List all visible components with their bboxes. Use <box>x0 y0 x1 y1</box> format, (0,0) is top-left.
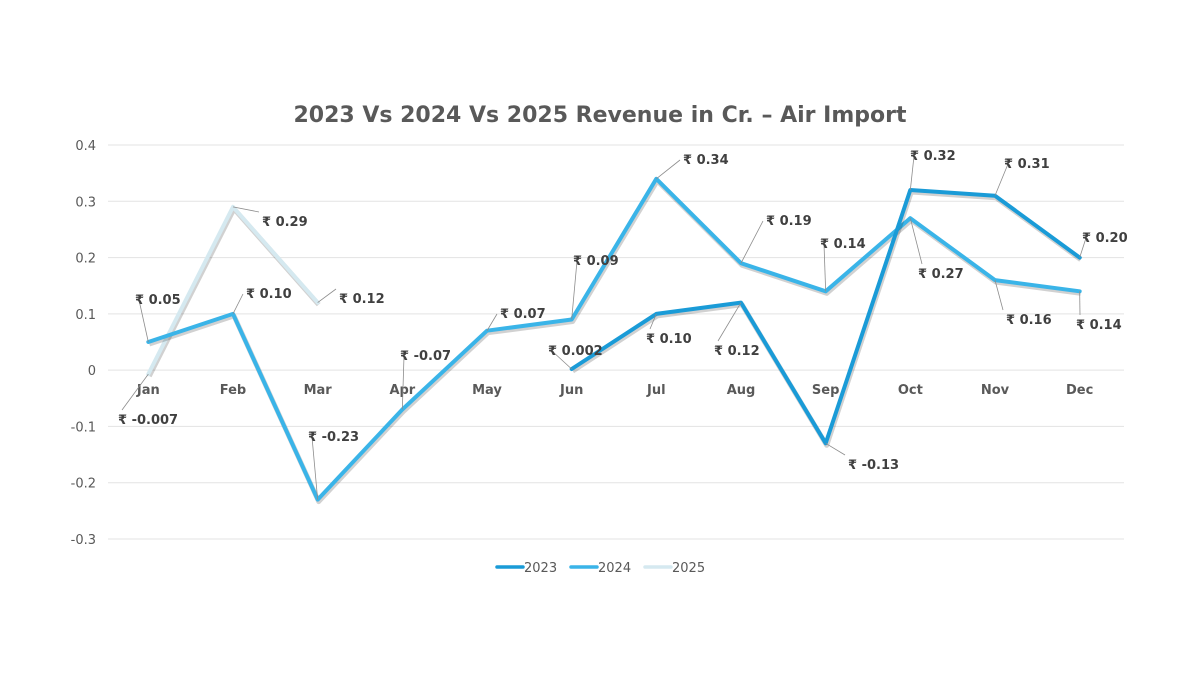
x-tick-label: Nov <box>981 383 1010 398</box>
chart-title: 2023 Vs 2024 Vs 2025 Revenue in Cr. – Ai… <box>293 103 907 128</box>
leader-line <box>486 313 498 331</box>
x-tick-label: Aug <box>727 383 756 398</box>
data-label-2023: ₹ 0.10 <box>646 332 692 347</box>
legend-label: 2025 <box>672 561 705 576</box>
leader-line <box>994 163 1009 196</box>
data-label-2023: ₹ 0.002 <box>548 344 603 359</box>
data-label-2023: ₹ 0.20 <box>1082 231 1128 246</box>
data-label-2024: ₹ 0.07 <box>500 307 546 322</box>
leader-line <box>121 373 149 411</box>
leader-line <box>823 243 827 292</box>
legend-item-2025[interactable]: 2025 <box>643 561 705 576</box>
data-label-2023: ₹ 0.32 <box>910 149 956 164</box>
data-label-2024: ₹ 0.14 <box>820 237 866 252</box>
series-line-2025 <box>146 204 320 377</box>
leader-line <box>311 436 319 500</box>
x-tick-label: Mar <box>304 383 333 398</box>
x-tick-label: May <box>472 383 502 398</box>
legend: 2023 2024 2025 <box>495 561 705 576</box>
data-labels: ₹ 0.002 ₹ 0.10 ₹ 0.12 ₹ -0.13 ₹ 0.32 ₹ 0.31 ₹ … <box>118 149 1128 473</box>
y-tick-label: 0.4 <box>75 139 96 154</box>
series-line-2023 <box>569 188 1082 446</box>
data-label-2025: ₹ 0.29 <box>262 215 308 230</box>
y-axis-ticks: 0.4 0.3 0.2 0.1 0 -0.1 -0.2 -0.3 <box>71 139 96 548</box>
data-label-2024: ₹ 0.09 <box>573 254 619 269</box>
leader-line <box>649 313 657 330</box>
x-tick-label: Jul <box>646 383 666 398</box>
data-label-2025: ₹ -0.007 <box>118 413 178 428</box>
x-axis-ticks: Jan Feb Mar Apr May Jun Jul Aug Sep Oct Nov Dec <box>136 383 1093 398</box>
leader-line <box>717 302 742 342</box>
leader-line <box>232 206 260 213</box>
leader-line <box>317 288 337 303</box>
x-tick-label: Feb <box>220 383 246 398</box>
data-label-2023: ₹ -0.13 <box>848 458 899 473</box>
data-label-2024: ₹ 0.14 <box>1076 318 1122 333</box>
series-line-2024 <box>146 176 1082 502</box>
x-tick-label: Sep <box>812 383 840 398</box>
leader-line <box>909 218 923 265</box>
leader-line <box>401 355 405 410</box>
leader-line <box>740 220 764 264</box>
data-label-2024: ₹ 0.34 <box>683 153 729 168</box>
legend-label: 2024 <box>598 561 631 576</box>
label-leader-lines <box>121 155 1087 500</box>
y-tick-label: 0.3 <box>75 195 96 210</box>
x-tick-label: Oct <box>898 383 923 398</box>
legend-item-2023[interactable]: 2023 <box>495 561 557 576</box>
leader-line <box>571 260 578 320</box>
y-tick-label: -0.1 <box>71 420 96 435</box>
leader-line <box>1079 237 1087 258</box>
data-label-2024: ₹ 0.27 <box>918 267 964 282</box>
y-tick-label: -0.2 <box>71 477 96 492</box>
leader-line <box>232 293 244 315</box>
leader-line <box>551 350 572 370</box>
leader-line <box>825 442 846 456</box>
leader-line <box>138 299 149 343</box>
x-tick-label: Jan <box>136 383 160 398</box>
y-tick-label: -0.3 <box>71 533 96 548</box>
data-label-2024: ₹ -0.23 <box>308 430 359 445</box>
leader-line <box>994 279 1004 311</box>
data-label-2024: ₹ -0.07 <box>400 349 451 364</box>
data-label-2024: ₹ 0.19 <box>766 214 812 229</box>
data-label-2023: ₹ 0.31 <box>1004 157 1050 172</box>
leader-line <box>656 159 681 180</box>
data-label-2024: ₹ 0.16 <box>1006 313 1052 328</box>
legend-label: 2023 <box>524 561 557 576</box>
y-tick-label: 0.1 <box>75 308 96 323</box>
y-tick-label: 0.2 <box>75 252 96 267</box>
data-label-2024: ₹ 0.05 <box>135 293 181 308</box>
x-tick-label: Jun <box>559 383 583 398</box>
data-label-2023: ₹ 0.12 <box>714 344 760 359</box>
data-label-2024: ₹ 0.10 <box>246 287 292 302</box>
leader-line <box>909 155 915 191</box>
y-tick-label: 0 <box>88 364 96 379</box>
x-tick-label: Dec <box>1066 383 1093 398</box>
legend-item-2024[interactable]: 2024 <box>569 561 631 576</box>
data-label-2025: ₹ 0.12 <box>339 292 385 307</box>
